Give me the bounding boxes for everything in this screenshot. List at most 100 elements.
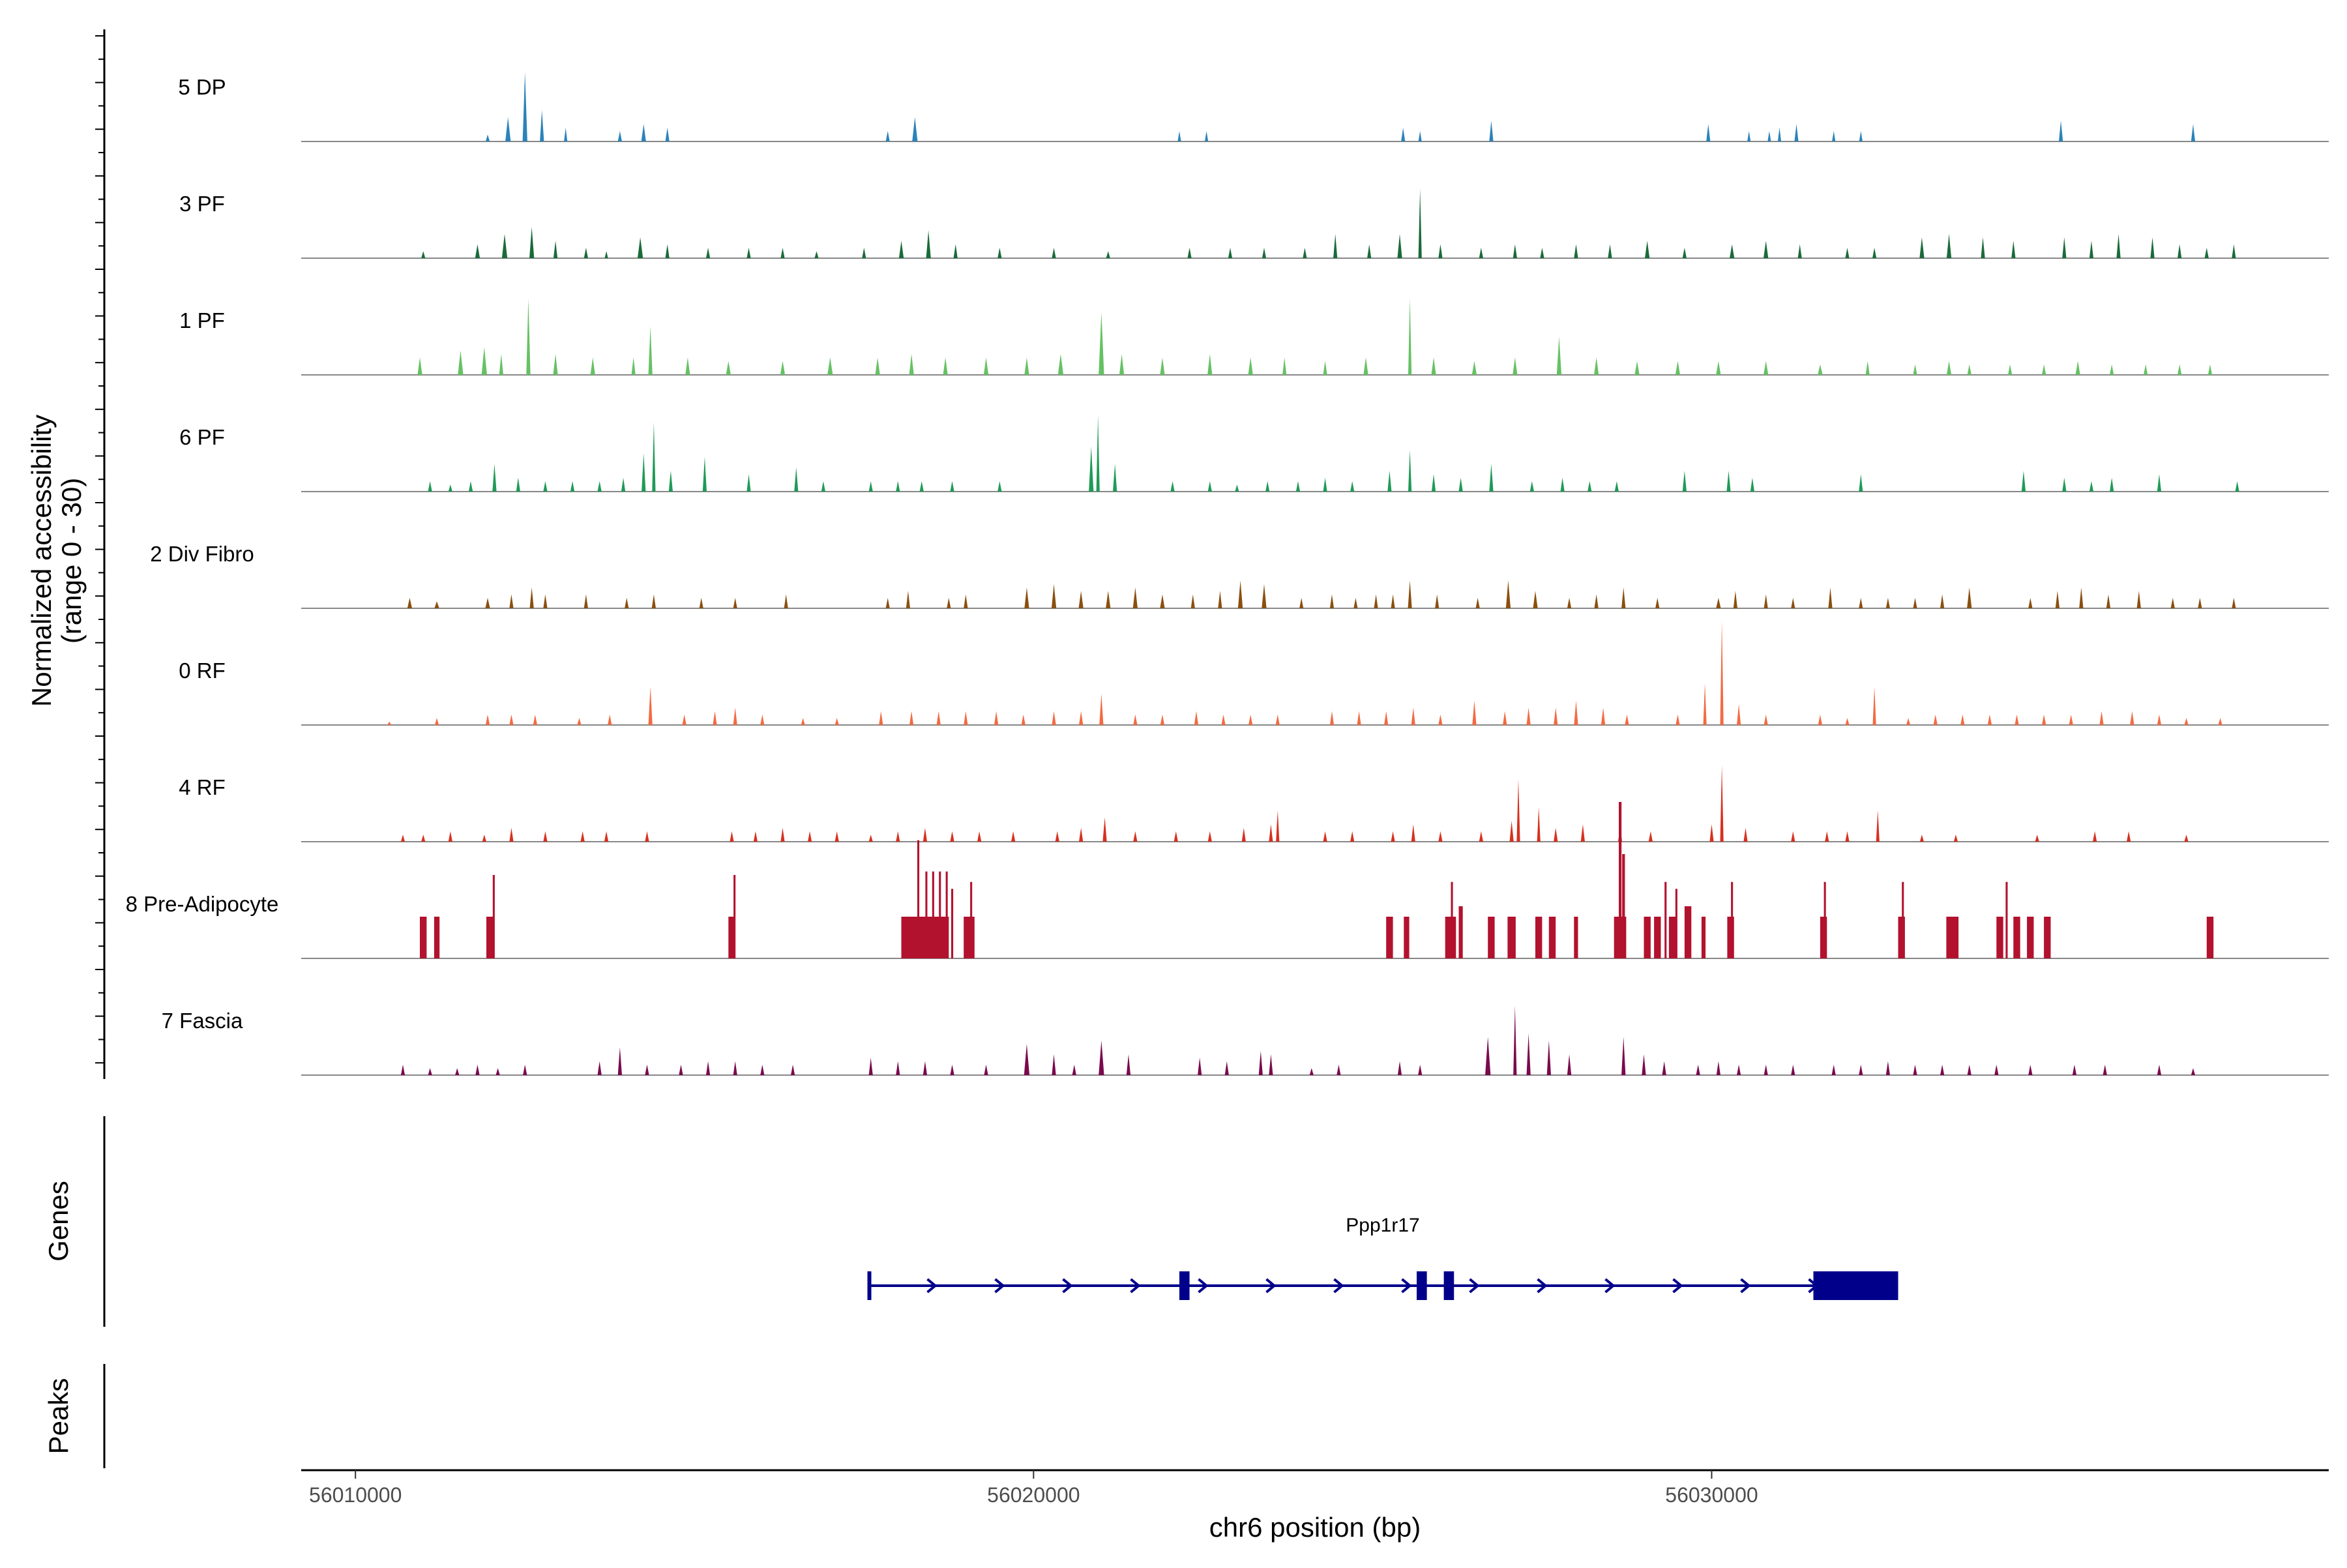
coverage-peak [1967,364,1971,375]
coverage-peak [1451,881,1453,958]
coverage-peak [651,594,656,608]
coverage-peak [2218,718,2222,725]
coverage-peak [1391,594,1395,608]
coverage-peak [1235,484,1239,492]
coverage-peak [1845,248,1850,258]
coverage-peak [730,831,734,842]
coverage-peak [964,711,968,725]
coverage-peak [648,326,653,375]
coverage-peak [1418,188,1422,258]
coverage-peak [746,474,751,492]
coverage-peak [1601,707,1606,725]
coverage-peak [896,831,900,842]
coverage-peak [1823,881,1826,958]
coverage-peak [1350,481,1355,492]
coverage-peak [2206,917,2214,958]
coverage-peak [1716,598,1721,608]
gene-exon [867,1271,872,1300]
coverage-peak [896,481,900,492]
coverage-peak [1682,248,1687,258]
coverage-peak [964,917,975,958]
gene-exon [1179,1271,1190,1300]
coverage-peak [1190,594,1195,608]
coverage-peak [1872,687,1876,725]
coverage-peak [1716,1061,1720,1075]
coverage-peak [529,587,534,608]
coverage-tracks: 5 DP 3 PF 1 PF 6 PF 2 Div Fibro 0 RF 4 RF 8 Pre… [126,72,2329,1076]
coverage-peak [1730,244,1735,258]
coverage-peak [421,251,426,258]
coverage-peak [780,248,785,258]
coverage-peak [577,718,582,725]
coverage-peak [868,1058,873,1075]
coverage-peak [1644,917,1651,958]
coverage-peak [570,481,575,492]
coverage-peak [1418,1065,1423,1075]
coverage-peak [1614,481,1619,492]
coverage-peak [1727,917,1734,958]
coverage-peak [746,248,751,258]
coverage-peak [1733,591,1737,608]
coverage-peak [1113,464,1117,492]
coverage-peak [801,718,805,725]
coverage-peak [529,227,535,258]
coverage-peak [1282,357,1287,375]
coverage-peak [1580,824,1585,842]
coverage-peak [950,1065,954,1075]
coverage-peak [1207,831,1212,842]
coverage-peak [481,347,487,375]
coverage-peak [1764,594,1768,608]
coverage-peak [641,124,646,141]
coverage-peak [760,1065,765,1075]
coverage-peak [1248,357,1253,375]
coverage-peak [1404,917,1410,958]
coverage-peak [1919,835,1924,842]
coverage-peak [1505,580,1511,608]
track-1-pf: 1 PF [179,298,2329,376]
genes-panel-title: Genes [43,1181,74,1262]
coverage-peak [2055,591,2060,608]
coverage-peak [2157,715,2162,725]
coverage-peak [1329,594,1335,608]
coverage-peak [1554,707,1558,725]
coverage-peak [501,233,508,258]
coverage-peak [1554,827,1558,842]
coverage-peak [1513,357,1518,375]
coverage-peak [1743,827,1748,842]
coverage-peak [533,715,537,725]
coverage-peak [1767,131,1771,141]
coverage-peak [2136,591,2141,608]
coverage-peak [784,594,788,608]
coverage-peak [1262,584,1267,608]
coverage-peak [420,917,427,958]
coverage-peak [1205,131,1209,141]
coverage-peak [1513,1005,1517,1075]
coverage-peak [2028,1065,2033,1075]
coverage-peak [909,354,914,375]
coverage-peak [925,871,928,958]
coverage-peak [553,241,558,258]
coverage-peak [1967,587,1972,608]
coverage-peak [950,831,954,842]
coverage-peak [1258,1050,1263,1075]
coverage-peak [1397,233,1402,258]
coverage-peak [1207,481,1212,492]
coverage-peak [2110,477,2114,492]
coverage-peak [977,831,982,842]
coverage-peak [1859,474,1863,492]
coverage-peak [2042,364,2046,375]
coverage-peak [1953,835,1958,842]
coverage-peak [1764,1065,1768,1075]
coverage-peak [1642,1054,1646,1075]
coverage-peak [1458,477,1463,492]
coverage-peak [1051,584,1057,608]
coverage-peak [753,831,758,842]
coverage-peak [1731,881,1734,958]
coverage-peak [780,361,786,375]
coverage-peak [1357,711,1361,725]
coverage-peak [2235,481,2239,492]
coverage-peak [834,831,839,842]
coverage-peak [2062,237,2067,258]
strand-arrow [1672,1278,1683,1294]
track-3-pf: 3 PF [179,188,2329,259]
